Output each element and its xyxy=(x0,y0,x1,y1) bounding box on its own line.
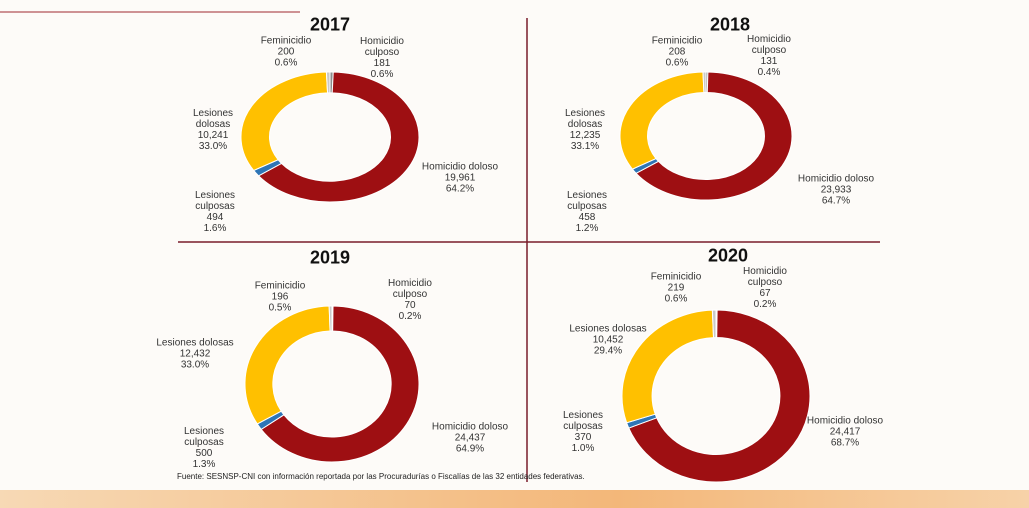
value-label: 10,241 xyxy=(197,130,229,141)
segment-label: Homicidio culposo 67 0.2% xyxy=(735,266,795,310)
segment-label: Homicidio culposo 181 0.6% xyxy=(352,36,412,80)
percent-label: 0.2% xyxy=(753,299,777,310)
value-label: 181 xyxy=(373,58,391,69)
donut-segment xyxy=(635,71,793,201)
segment-label: Lesiones dolosas 10,452 29.4% xyxy=(553,324,663,357)
category-name: Lesiones dolosas xyxy=(192,108,234,130)
percent-label: 0.6% xyxy=(370,69,394,80)
percent-label: 0.5% xyxy=(268,302,292,314)
value-label: 500 xyxy=(195,448,213,459)
category-name: Homicidio doloso xyxy=(797,173,875,185)
donut-segment xyxy=(240,71,329,172)
chart-title: 2018 xyxy=(709,14,751,35)
value-label: 12,432 xyxy=(179,348,211,360)
percent-label: 0.4% xyxy=(757,67,781,78)
category-name: Homicidio culposo xyxy=(388,278,432,300)
donut-segment xyxy=(244,305,331,425)
value-label: 219 xyxy=(667,282,685,294)
percent-label: 33.0% xyxy=(198,141,228,152)
value-label: 200 xyxy=(277,46,295,58)
category-name: Feminicidio xyxy=(260,35,312,47)
segment-label: Feminicidio 200 0.6% xyxy=(251,36,321,69)
chart-title: 2019 xyxy=(309,247,351,268)
percent-label: 1.2% xyxy=(575,223,599,234)
category-name: Lesiones culposas xyxy=(566,190,608,212)
value-label: 208 xyxy=(668,46,686,58)
segment-label: Homicidio doloso 23,933 64.7% xyxy=(781,174,891,207)
category-name: Feminicidio xyxy=(651,35,703,47)
percent-label: 1.0% xyxy=(571,443,595,454)
segment-label: Lesiones dolosas 10,241 33.0% xyxy=(183,108,243,152)
segment-label: Feminicidio 196 0.5% xyxy=(245,281,315,314)
chart-title: 2017 xyxy=(309,14,351,35)
donut-segment xyxy=(619,71,705,170)
value-label: 24,417 xyxy=(829,426,861,438)
category-name: Lesiones dolosas xyxy=(156,337,234,349)
category-name: Lesiones culposas xyxy=(183,426,225,448)
donut-segment xyxy=(325,71,331,94)
percent-label: 1.3% xyxy=(192,459,216,470)
segment-label: Lesiones culposas 500 1.3% xyxy=(174,426,234,470)
value-label: 12,235 xyxy=(569,130,601,141)
category-name: Homicidio doloso xyxy=(806,415,884,427)
percent-label: 0.6% xyxy=(665,57,689,69)
percent-label: 29.4% xyxy=(593,345,623,357)
category-name: Feminicidio xyxy=(650,271,702,283)
segment-label: Homicidio culposo 131 0.4% xyxy=(739,34,799,78)
category-name: Feminicidio xyxy=(254,280,306,292)
percent-label: 64.9% xyxy=(455,443,485,455)
value-label: 10,452 xyxy=(592,334,624,346)
bottom-band xyxy=(0,490,1029,508)
category-name: Homicidio culposo xyxy=(743,266,787,288)
segment-label: Lesiones dolosas 12,235 33.1% xyxy=(555,108,615,152)
value-label: 24,437 xyxy=(454,432,486,444)
category-name: Homicidio doloso xyxy=(431,421,509,433)
category-name: Homicidio doloso xyxy=(421,161,499,173)
value-label: 494 xyxy=(206,212,224,223)
donut-segment xyxy=(257,71,420,203)
footer-note: Fuente: SESNSP-CNI con información repor… xyxy=(177,472,585,481)
percent-label: 64.2% xyxy=(445,183,475,195)
category-name: Lesiones dolosas xyxy=(569,323,647,335)
value-label: 370 xyxy=(574,432,592,443)
segment-label: Feminicidio 208 0.6% xyxy=(642,36,712,69)
segment-label: Homicidio doloso 19,961 64.2% xyxy=(405,162,515,195)
segment-label: Lesiones culposas 494 1.6% xyxy=(185,190,245,234)
segment-label: Homicidio culposo 70 0.2% xyxy=(380,278,440,322)
percent-label: 1.6% xyxy=(203,223,227,234)
value-label: 23,933 xyxy=(820,184,852,196)
category-name: Homicidio culposo xyxy=(747,34,791,56)
percent-label: 0.6% xyxy=(664,293,688,305)
segment-label: Lesiones culposas 458 1.2% xyxy=(557,190,617,234)
category-name: Lesiones dolosas xyxy=(564,108,606,130)
value-label: 196 xyxy=(271,291,289,303)
percent-label: 0.2% xyxy=(398,311,422,322)
percent-label: 64.7% xyxy=(821,195,851,207)
donut-segment xyxy=(328,305,333,332)
category-name: Homicidio culposo xyxy=(360,36,404,58)
percent-label: 33.1% xyxy=(570,141,600,152)
donut-segment xyxy=(260,305,420,463)
percent-label: 0.6% xyxy=(274,57,298,69)
value-label: 67 xyxy=(759,288,771,299)
percent-label: 68.7% xyxy=(830,437,860,449)
donut-segment xyxy=(702,71,707,94)
segment-label: Homicidio doloso 24,417 68.7% xyxy=(790,416,900,449)
value-label: 19,961 xyxy=(444,172,476,184)
category-name: Lesiones culposas xyxy=(194,190,236,212)
category-name: Lesiones culposas xyxy=(562,410,604,432)
segment-label: Lesiones dolosas 12,432 33.0% xyxy=(140,338,250,371)
chart-title: 2020 xyxy=(707,245,749,266)
segment-label: Homicidio doloso 24,437 64.9% xyxy=(415,422,525,455)
value-label: 131 xyxy=(760,56,778,67)
segment-label: Lesiones culposas 370 1.0% xyxy=(553,410,613,454)
donut-segment xyxy=(711,309,717,339)
value-label: 458 xyxy=(578,212,596,223)
segment-label: Feminicidio 219 0.6% xyxy=(641,272,711,305)
donut-segment xyxy=(628,309,811,483)
percent-label: 33.0% xyxy=(180,359,210,371)
value-label: 70 xyxy=(404,300,416,311)
